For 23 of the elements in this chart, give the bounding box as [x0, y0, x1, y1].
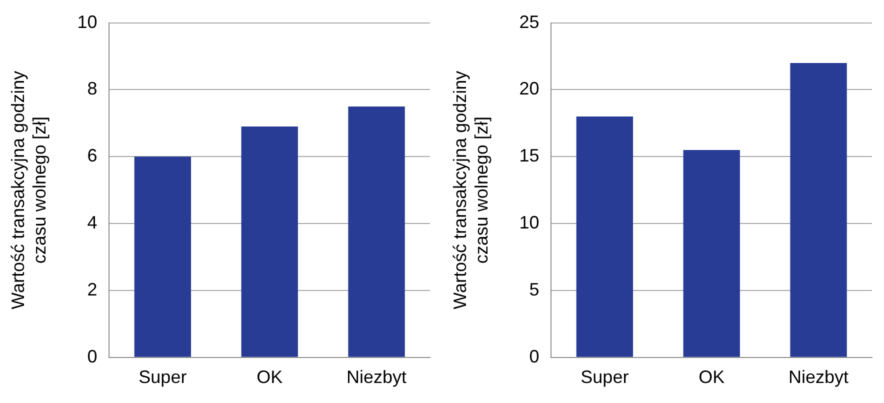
y-tick-label: 8 [87, 78, 98, 99]
x-tick-label: OK [256, 367, 283, 388]
y-axis-title: Wartość transakcyjna godziny czasu wolnego [zł] [450, 70, 492, 310]
y-tick-label: 25 [519, 12, 540, 32]
y-tick-label: 2 [87, 279, 98, 300]
y-tick-label: 5 [529, 279, 540, 300]
x-tick-label: Super [138, 367, 187, 388]
x-tick-label: OK [698, 367, 725, 388]
y-tick-label: 10 [519, 212, 540, 233]
y-tick-label: 0 [87, 346, 98, 366]
y-tick-label: 10 [77, 12, 98, 32]
x-tick-label: Niezbyt [788, 367, 849, 388]
y-axis-title: Wartość transakcyjna godziny czasu wolnego [zł] [8, 70, 50, 310]
bar [576, 116, 634, 357]
bar [683, 150, 740, 357]
bar [790, 62, 847, 357]
y-tick-label: 0 [529, 346, 540, 366]
y-tick-label: 15 [519, 146, 540, 166]
y-tick-label: 4 [87, 212, 98, 233]
x-tick-label: Niezbyt [346, 367, 407, 388]
x-tick-label: Super [580, 367, 629, 388]
y-tick-label: 20 [519, 78, 540, 99]
y-tick-label: 6 [87, 146, 98, 166]
